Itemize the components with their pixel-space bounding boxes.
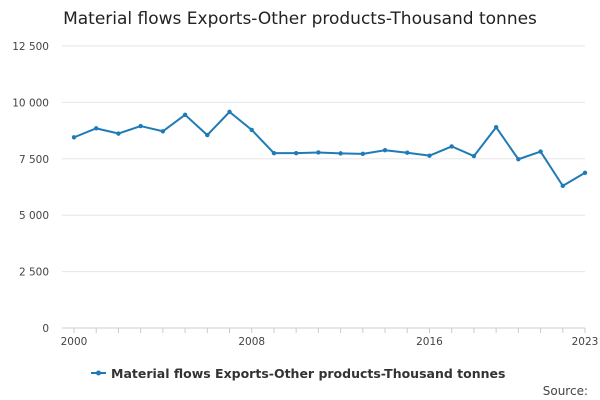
plot-area <box>71 109 588 189</box>
y-tick-label: 10 000 <box>12 97 49 109</box>
y-tick-label: 0 <box>42 323 49 335</box>
data-point[interactable] <box>471 153 477 159</box>
x-tick-label: 2000 <box>61 336 88 348</box>
source-label: Source: <box>543 384 588 398</box>
y-tick-label: 2 500 <box>19 267 49 279</box>
x-tick-label: 2016 <box>416 336 443 348</box>
data-point[interactable] <box>493 125 499 130</box>
data-point[interactable] <box>449 144 454 149</box>
data-point[interactable] <box>560 183 565 189</box>
y-tick-label: 7 500 <box>19 154 49 166</box>
data-point[interactable] <box>249 127 254 133</box>
data-point[interactable] <box>271 150 277 156</box>
legend[interactable]: Material flows Exports-Other products-Th… <box>91 366 505 381</box>
data-point[interactable] <box>293 150 299 156</box>
data-point[interactable] <box>138 123 143 129</box>
grid-lines <box>62 45 585 329</box>
y-axis: 0 2 500 5 000 7 500 10 000 12 500 <box>12 41 49 335</box>
data-point[interactable] <box>516 157 521 162</box>
x-tick-label: 2008 <box>238 336 265 348</box>
series-line <box>73 110 586 187</box>
data-point[interactable] <box>182 112 188 118</box>
x-axis: 2000 2008 2016 2023 <box>61 328 599 348</box>
x-tick-label: 2023 <box>572 336 599 348</box>
y-tick-label: 5 000 <box>19 210 49 222</box>
data-point[interactable] <box>116 131 121 136</box>
data-point[interactable] <box>582 170 588 175</box>
data-point[interactable] <box>338 151 343 156</box>
chart-title: Material flows Exports-Other products-Th… <box>63 9 537 29</box>
y-tick-label: 12 500 <box>12 41 49 53</box>
data-point[interactable] <box>205 132 210 138</box>
data-point[interactable] <box>360 151 366 157</box>
data-point[interactable] <box>94 126 99 131</box>
data-point[interactable] <box>427 153 432 158</box>
legend-label[interactable]: Material flows Exports-Other products-Th… <box>111 366 505 381</box>
data-point[interactable] <box>160 129 166 134</box>
data-point[interactable] <box>382 148 388 153</box>
data-point[interactable] <box>316 150 321 155</box>
data-point[interactable] <box>227 109 232 115</box>
legend-swatch-marker <box>96 370 101 376</box>
data-point[interactable] <box>405 150 410 155</box>
data-point[interactable] <box>538 149 543 154</box>
data-point[interactable] <box>71 135 77 140</box>
